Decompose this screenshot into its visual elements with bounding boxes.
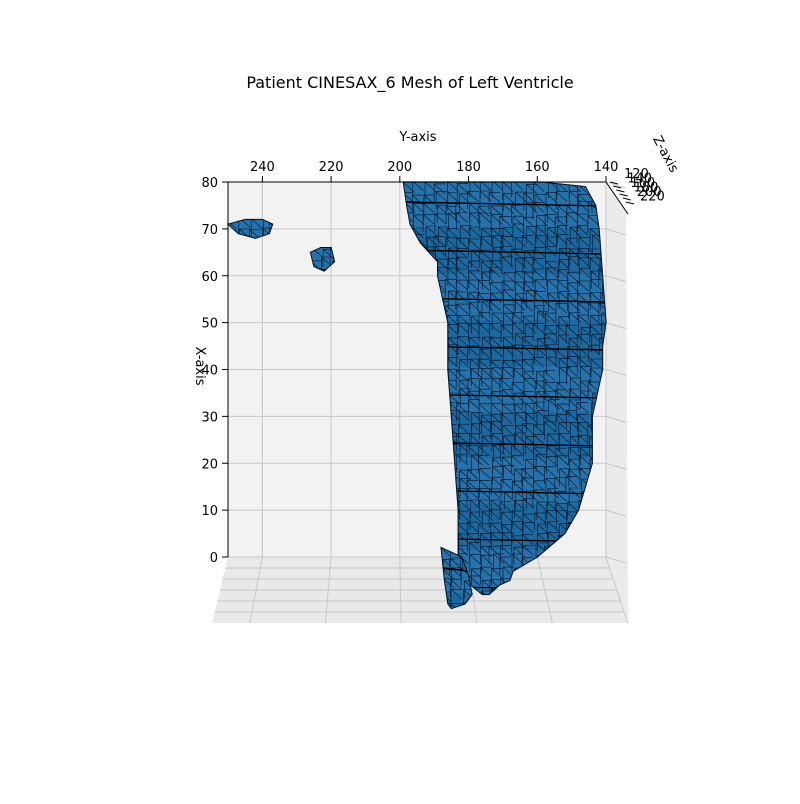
- z-tick-mark: [609, 181, 619, 185]
- z-tick-mark: [622, 197, 631, 201]
- x-tick-label: 20: [201, 457, 218, 472]
- z-tick-mark: [619, 193, 628, 197]
- z-tick-mark: [616, 189, 625, 193]
- y-tick-label: 160: [525, 160, 550, 175]
- chart-title: Patient CINESAX_6 Mesh of Left Ventricle: [246, 73, 573, 93]
- y-tick-label: 200: [387, 160, 412, 175]
- x-tick-label: 60: [201, 270, 218, 285]
- mesh-shade-band: [310, 247, 335, 272]
- x-gridline-side: [605, 228, 627, 236]
- x-tick-label: 30: [201, 410, 218, 425]
- x-gridline-side: [605, 415, 627, 423]
- z-axis-label: Z-axis: [649, 133, 681, 175]
- z-axis-line: [605, 181, 629, 215]
- x-gridline-side: [605, 556, 627, 564]
- x-tick-label: 10: [201, 504, 218, 519]
- mesh-small-fragment-bottom: [440, 546, 473, 610]
- y-tick-label: 220: [319, 160, 344, 175]
- mesh-small-fragment-upper-left: [226, 218, 274, 239]
- side-pane-fill: [606, 182, 628, 621]
- mesh-edges: [310, 247, 335, 272]
- x-gridline-side: [605, 181, 627, 189]
- x-tick-label: 50: [201, 317, 218, 332]
- x-gridline-side: [605, 275, 627, 283]
- z-tick-label: 200: [637, 185, 662, 200]
- y-axis-label: Y-axis: [398, 130, 436, 145]
- x-tick-label: 70: [201, 223, 218, 238]
- y-tick-label: 240: [250, 160, 275, 175]
- z-tick-mark: [613, 185, 622, 189]
- x-gridline-side: [605, 462, 627, 470]
- z-tick-label: 120: [624, 167, 649, 182]
- y-tick-label: 140: [594, 160, 619, 175]
- x-gridline-side: [605, 322, 627, 330]
- x-tick-label: 40: [201, 364, 218, 379]
- z-tick-label: 180: [634, 181, 659, 196]
- z-tick-label: 220: [640, 190, 665, 205]
- mesh-contour: [403, 249, 606, 255]
- y-tick-label: 180: [456, 160, 481, 175]
- mesh-small-fragment-round: [309, 247, 336, 272]
- z-tick-label: 140: [627, 172, 652, 187]
- x-axis-label: X-axis: [192, 347, 207, 386]
- x-gridline-side: [605, 369, 627, 376]
- z-tick-mark: [625, 201, 635, 205]
- x-gridline-side: [605, 509, 627, 517]
- x-tick-label: 0: [210, 551, 218, 566]
- z-tick-label: 160: [630, 176, 655, 191]
- x-tick-label: 80: [201, 176, 218, 191]
- mesh-contour: [403, 201, 606, 207]
